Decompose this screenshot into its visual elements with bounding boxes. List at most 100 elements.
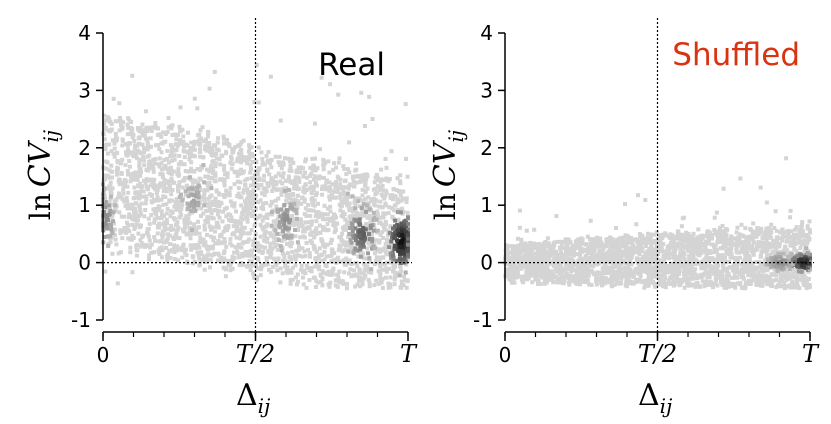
data-point (556, 256, 561, 261)
data-point (378, 261, 383, 266)
data-point (168, 165, 173, 170)
data-point (287, 254, 292, 259)
data-point (328, 188, 333, 193)
data-point (698, 247, 702, 252)
data-point (131, 154, 136, 159)
data-point (228, 268, 233, 273)
data-point (332, 181, 337, 186)
data-point (131, 175, 136, 180)
data-point (240, 252, 245, 256)
data-point (375, 190, 380, 195)
data-point (527, 256, 531, 261)
data-point (200, 125, 205, 130)
density-point (283, 225, 288, 230)
data-point (679, 224, 684, 229)
density-point (350, 194, 355, 199)
data-point (295, 272, 300, 277)
data-point (373, 259, 378, 263)
data-point (265, 236, 270, 241)
data-point (202, 254, 206, 259)
data-point (307, 251, 312, 256)
data-point (142, 133, 147, 138)
data-point (151, 207, 156, 212)
data-point (314, 261, 319, 266)
data-point (125, 132, 130, 137)
data-point (758, 185, 763, 190)
data-point (349, 206, 354, 211)
data-point (221, 134, 226, 139)
data-point (126, 203, 131, 207)
density-point (404, 230, 408, 235)
data-point (689, 276, 694, 281)
data-point (290, 198, 295, 202)
data-point (393, 264, 398, 269)
data-point (182, 218, 187, 222)
data-point (311, 208, 316, 213)
data-point (358, 270, 363, 275)
density-point (367, 232, 371, 236)
data-point (623, 265, 628, 270)
data-point (337, 269, 342, 274)
data-point (188, 150, 193, 155)
data-point (124, 195, 129, 200)
data-point (637, 232, 642, 236)
data-point (139, 170, 143, 174)
data-point (296, 175, 301, 180)
data-point (172, 204, 177, 209)
data-point (745, 249, 750, 254)
data-point (563, 262, 568, 267)
data-point (390, 246, 395, 251)
data-point (542, 281, 547, 286)
data-point (764, 226, 769, 231)
data-point (161, 202, 166, 207)
data-point (520, 280, 525, 285)
data-point (544, 269, 549, 274)
data-point (236, 191, 241, 196)
data-point (547, 277, 552, 282)
data-point (205, 142, 210, 146)
data-point (211, 238, 216, 243)
data-point (293, 176, 298, 181)
data-point (360, 210, 365, 215)
data-point (511, 259, 516, 264)
data-point (390, 193, 395, 198)
data-point (789, 240, 794, 245)
data-point (524, 228, 529, 233)
data-point (397, 189, 402, 194)
data-point (748, 282, 753, 286)
data-point (656, 252, 661, 257)
data-point (338, 177, 343, 182)
data-point (295, 253, 300, 258)
data-point (689, 248, 694, 253)
density-point (398, 233, 403, 238)
data-point (160, 248, 165, 252)
data-point (199, 206, 204, 211)
data-point (108, 189, 113, 193)
data-point (598, 280, 603, 285)
data-point (652, 239, 657, 243)
data-point (260, 218, 265, 223)
data-point (360, 193, 365, 198)
data-point (222, 141, 226, 146)
data-point (245, 176, 250, 181)
data-point (373, 251, 377, 256)
data-point (114, 197, 119, 202)
data-point (279, 166, 284, 171)
data-point (140, 142, 145, 147)
data-point (215, 140, 220, 145)
data-point (807, 228, 812, 233)
density-point (353, 226, 358, 231)
data-point (793, 242, 798, 247)
data-point (172, 243, 176, 248)
data-point (169, 124, 174, 129)
data-point (376, 247, 381, 252)
data-point (277, 163, 282, 167)
data-point (216, 191, 221, 196)
data-point (222, 183, 227, 188)
data-point (179, 248, 184, 253)
density-point (103, 218, 108, 223)
data-point (578, 252, 583, 257)
data-point (222, 137, 227, 142)
data-point (303, 271, 308, 276)
